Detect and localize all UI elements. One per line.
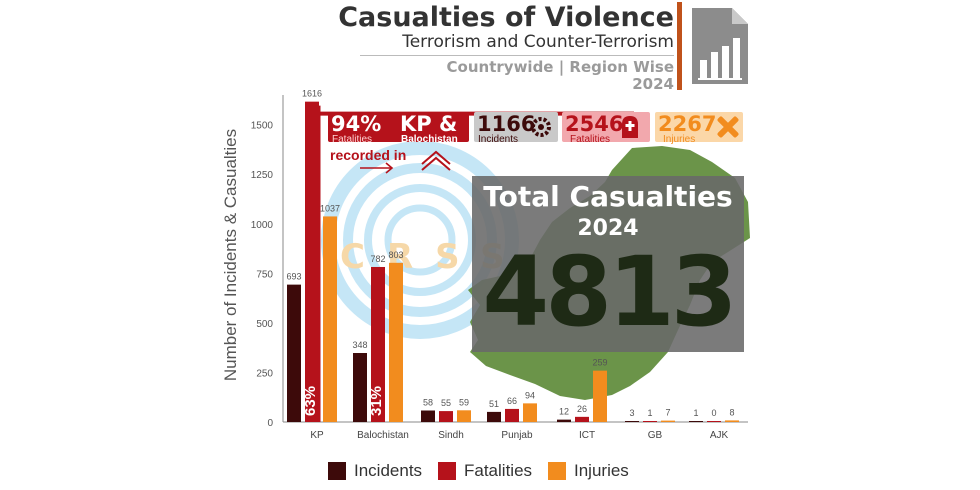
data-label: 1 (647, 408, 652, 418)
data-label: 259 (592, 358, 607, 368)
legend-swatch-incidents (328, 462, 346, 480)
legend-label-fatalities: Fatalities (464, 461, 533, 480)
bar-injuries (389, 262, 403, 422)
bar-percent-annotation: 63% (302, 386, 319, 416)
data-label: 94 (525, 390, 535, 400)
bar-fatalities (439, 411, 453, 422)
bar-fatalities (505, 408, 519, 422)
injuries-value: 2267 (658, 112, 717, 136)
bar-fatalities (371, 266, 385, 422)
data-label: 51 (489, 399, 499, 409)
x-tick-label: KP (310, 430, 324, 441)
data-label: 3 (629, 408, 634, 418)
accent-bar (677, 2, 682, 90)
data-label: 55 (441, 398, 451, 408)
data-label: 59 (459, 397, 469, 407)
legend-swatch-injuries (548, 462, 566, 480)
data-label: 0 (711, 408, 716, 418)
chart-scope: Countrywide | Region Wise (446, 58, 674, 76)
bar-injuries (323, 216, 337, 422)
y-tick-label: 750 (256, 269, 273, 280)
data-label: 12 (559, 407, 569, 417)
y-tick-label: 1000 (251, 220, 274, 231)
data-label: 803 (388, 250, 403, 260)
total-casualties-value: 4813 (482, 236, 737, 348)
bar-incidents (353, 353, 367, 422)
chart-subtitle: Terrorism and Counter-Terrorism (402, 32, 674, 52)
bar-fatalities (707, 421, 721, 422)
bar-injuries (725, 420, 739, 422)
legend-swatch-fatalities (438, 462, 456, 480)
gear-icon (531, 117, 551, 137)
bar-percent-annotation: 31% (368, 386, 385, 416)
x-tick-label: Balochistan (357, 430, 409, 441)
bar-incidents (557, 419, 571, 422)
legend-item-injuries: Injuries (548, 460, 629, 482)
recorded-note: recorded in (330, 147, 407, 163)
data-label: 782 (370, 254, 385, 264)
y-tick-label: 500 (256, 319, 273, 330)
bar-incidents (421, 410, 435, 422)
legend-item-fatalities: Fatalities (438, 460, 532, 482)
injuries-label: Injuries (663, 134, 696, 145)
data-label: 693 (286, 272, 301, 282)
share-label: Fatalities (332, 134, 373, 145)
chart-year: 2024 (632, 75, 674, 93)
bar-injuries (593, 370, 607, 422)
incidents-label: Incidents (478, 134, 519, 145)
report-chart-icon (692, 8, 748, 84)
x-tick-label: GB (648, 430, 663, 441)
x-tick-label: Punjab (501, 430, 533, 441)
chart-title: Casualties of Violence (338, 2, 674, 33)
bar-incidents (625, 421, 639, 422)
chevron-up-icon (421, 150, 451, 171)
bar-incidents (287, 284, 301, 422)
incidents-value: 1166 (477, 112, 536, 136)
data-label: 8 (729, 407, 734, 417)
x-tick-label: AJK (710, 430, 729, 441)
legend-label-injuries: Injuries (574, 461, 629, 480)
share-value: 94% (331, 112, 382, 136)
y-tick-label: 250 (256, 368, 273, 379)
header-divider (360, 55, 674, 56)
x-tick-label: Sindh (438, 430, 464, 441)
bar-fatalities (575, 416, 589, 422)
fatalities-value: 2546 (565, 112, 624, 136)
bandage-icon (717, 116, 739, 138)
total-casualties-year: 2024 (577, 216, 639, 241)
fatalities-label: Fatalities (570, 134, 611, 145)
data-label: 1 (693, 408, 698, 418)
y-tick-label: 0 (267, 418, 273, 429)
total-casualties-box (472, 176, 744, 352)
y-tick-label: 1500 (251, 121, 274, 132)
y-tick-label: 1250 (251, 170, 274, 181)
bar-injuries (661, 420, 675, 422)
x-tick-label: ICT (579, 430, 595, 441)
data-label: 348 (352, 340, 367, 350)
bar-injuries (523, 403, 537, 422)
share-regions: KP & (400, 112, 458, 136)
y-axis-label: Number of Incidents & Casualties (221, 129, 240, 381)
bar-incidents (487, 411, 501, 422)
legend-label-incidents: Incidents (354, 461, 423, 480)
bar-incidents (689, 421, 703, 422)
total-casualties-title: Total Casualties (483, 180, 733, 213)
gravestone-icon (622, 116, 638, 138)
bar-fatalities (305, 101, 319, 422)
bar-injuries (457, 410, 471, 422)
bar-fatalities (643, 421, 657, 422)
share-chip (328, 112, 469, 142)
data-label: 7 (665, 408, 670, 418)
watermark-ring (384, 204, 456, 276)
share-regions-2: Balochistan (401, 134, 458, 145)
data-label: 26 (577, 404, 587, 414)
data-label: 66 (507, 396, 517, 406)
legend-item-incidents: Incidents (328, 460, 422, 482)
data-label: 58 (423, 398, 433, 408)
data-label: 1616 (302, 89, 322, 99)
arrow-right-icon (360, 162, 394, 174)
data-label: 1037 (320, 203, 340, 213)
